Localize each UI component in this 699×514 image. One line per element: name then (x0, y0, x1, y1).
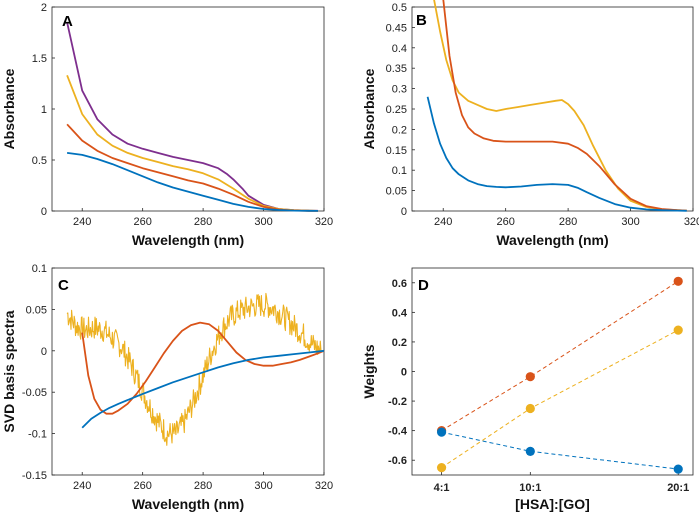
x-tick-label: 280 (194, 216, 212, 228)
y-axis-label: SVD basis spectra (1, 310, 17, 432)
y-tick-label: 0.6 (392, 278, 407, 290)
y-tick-label: 0.1 (392, 165, 407, 177)
x-tick-label: 4:1 (434, 482, 450, 494)
y-tick-label: 0.45 (386, 22, 407, 34)
y-tick-label: 0.35 (386, 63, 407, 75)
panel-label: D (418, 277, 429, 294)
y-tick-label: 0.1 (32, 263, 47, 275)
data-point-red (525, 372, 535, 382)
y-tick-label: 1 (41, 104, 47, 116)
x-tick-label: 240 (73, 216, 91, 228)
x-axis-label: Wavelength (nm) (496, 232, 608, 248)
y-tick-label: -0.6 (388, 455, 407, 467)
series-line-red (66, 123, 319, 212)
data-point-yellow (436, 463, 447, 473)
y-tick-label: 0.05 (386, 186, 407, 198)
y-tick-label: 0.5 (392, 2, 407, 14)
y-tick-label: 0 (401, 206, 407, 218)
y-tick-label: 0.4 (392, 43, 407, 55)
series-line-yellow (66, 292, 322, 446)
y-tick-label: -0.2 (388, 396, 407, 408)
x-tick-label: 260 (496, 216, 514, 228)
series-line-red (81, 321, 325, 415)
data-point-red (673, 276, 683, 286)
panel-label: B (416, 12, 427, 29)
y-tick-label: 2 (41, 2, 47, 14)
y-tick-label: 0.2 (392, 124, 407, 136)
data-point-yellow (525, 403, 535, 414)
y-tick-label: 0 (401, 367, 407, 379)
y-tick-label: 0.05 (26, 304, 47, 316)
panel-b: 240 260 280 300 320 0 0.05 0.1 0.15 0.2 0.25 0.3 0.3… (361, 0, 699, 248)
x-tick-label: 10:1 (519, 482, 541, 494)
y-axis-label: Absorbance (361, 68, 377, 149)
y-axis-label: Weights (361, 344, 377, 398)
y-tick-label: -0.15 (22, 470, 47, 482)
y-tick-label: 0.4 (392, 307, 408, 319)
y-tick-label: -0.05 (22, 387, 47, 399)
y-tick-label: 0 (41, 346, 47, 358)
x-tick-label: 300 (621, 216, 639, 228)
x-tick-label: 320 (315, 216, 333, 228)
x-tick-label: 240 (73, 480, 91, 492)
y-tick-label: 0.25 (386, 104, 407, 116)
data-point-yellow (673, 325, 683, 335)
series-line-blue (66, 152, 319, 212)
x-tick-label: 260 (133, 480, 151, 492)
series-line-blue (81, 349, 325, 429)
series-dashed-line-yellow (441, 329, 679, 469)
series-line-yellow (433, 0, 687, 212)
series-line-purple (66, 22, 319, 212)
x-tick-label: 300 (254, 216, 272, 228)
panel-a: 240 260 280 300 320 0 0.5 1 1.5 2 Wavelength (nm) A… (1, 2, 333, 248)
panel-label: C (58, 277, 69, 294)
y-tick-label: 0 (41, 206, 47, 218)
y-tick-label: -0.1 (28, 429, 47, 441)
x-tick-label: 280 (194, 480, 212, 492)
x-tick-label: 320 (684, 216, 699, 228)
panel-c: 240 260 280 300 320 -0.15 -0.1 -0.05 0 0.05 0.1 Wav… (1, 263, 333, 512)
x-tick-label: 240 (434, 216, 452, 228)
x-tick-label: 20:1 (667, 482, 689, 494)
y-tick-label: 0.3 (392, 84, 407, 96)
y-tick-label: 0.2 (392, 337, 407, 349)
y-tick-label: 1.5 (32, 53, 47, 65)
series-dashed-line-blue (441, 431, 679, 470)
x-tick-label: 320 (315, 480, 333, 492)
y-tick-label: 0.5 (32, 155, 47, 167)
x-axis-label: Wavelength (nm) (132, 232, 244, 248)
x-tick-label: 280 (559, 216, 577, 228)
panel-c-axes-frame (51, 267, 325, 476)
series-line-red (442, 0, 687, 212)
y-tick-label: 0.15 (386, 145, 407, 157)
x-tick-label: 260 (133, 216, 151, 228)
data-point-blue (673, 464, 683, 474)
panel-b-axes-frame (411, 6, 694, 212)
series-dashed-line-red (441, 280, 679, 432)
x-axis-label: Wavelength (nm) (132, 496, 244, 512)
data-point-blue (525, 446, 535, 456)
x-tick-label: 300 (254, 480, 272, 492)
panel-d: 4:1 10:1 20:1 -0.6 -0.4 -0.2 0 0.2 0.4 0.6 [HSA]:[… (361, 267, 694, 512)
y-axis-label: Absorbance (1, 68, 17, 149)
series-line-yellow (66, 74, 319, 212)
x-axis-label: [HSA]:[GO] (515, 496, 590, 512)
y-tick-label: -0.4 (388, 426, 408, 438)
data-point-blue (436, 427, 447, 437)
panel-label: A (62, 13, 73, 30)
series-line-blue (426, 96, 687, 212)
